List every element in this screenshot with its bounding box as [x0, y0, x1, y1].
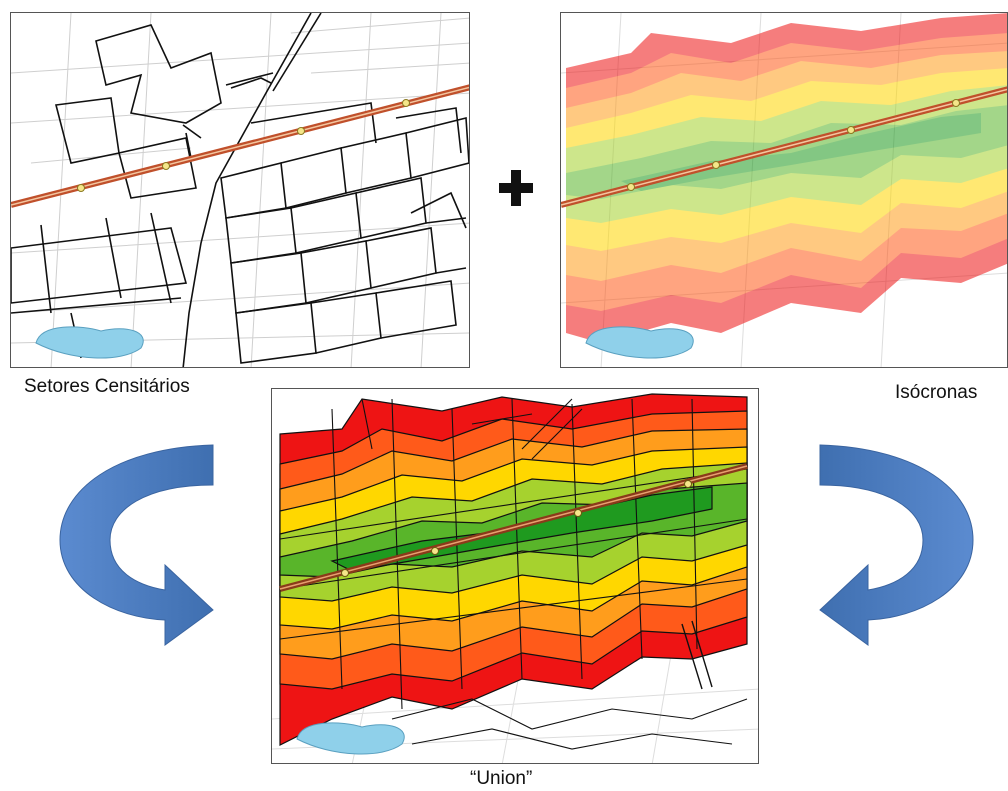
census-tracts-map	[10, 12, 470, 368]
isochrones-map-canvas	[561, 13, 1007, 367]
curved-arrow-right-icon	[59, 444, 214, 646]
curved-arrow-left-icon	[819, 444, 974, 646]
isochrones-caption: Isócronas	[895, 382, 978, 403]
station-markers	[77, 99, 410, 192]
union-map	[271, 388, 759, 764]
rail-line	[11, 84, 469, 208]
union-caption: “Union”	[470, 768, 533, 789]
lake	[35, 326, 144, 359]
lake	[296, 722, 405, 755]
rail-line	[279, 463, 748, 592]
lake	[585, 326, 694, 359]
census-tracts-caption: Setores Censitários	[24, 376, 190, 397]
station-markers	[341, 480, 692, 577]
plus-icon	[499, 170, 533, 206]
station-markers	[627, 99, 960, 191]
rail-line	[561, 86, 1007, 208]
union-map-canvas	[272, 393, 758, 763]
census-tracts-map-canvas	[11, 13, 469, 367]
isochrones-map	[560, 12, 1008, 368]
